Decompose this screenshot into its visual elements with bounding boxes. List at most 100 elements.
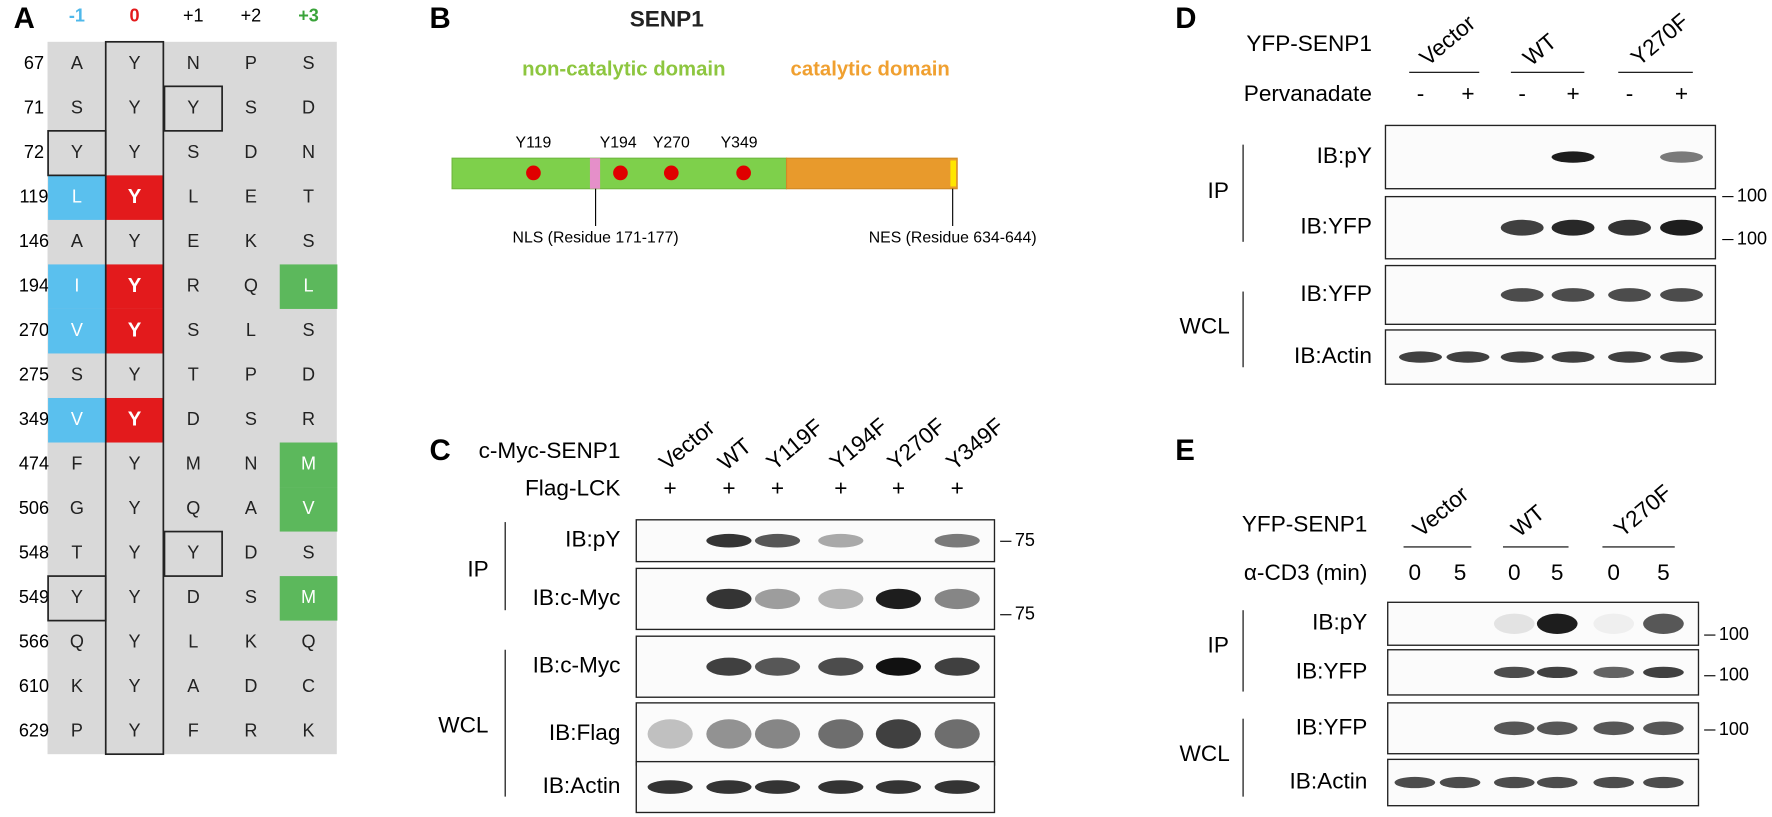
position: 549 bbox=[19, 587, 49, 607]
position: 72 bbox=[24, 142, 44, 162]
residue: S bbox=[71, 97, 83, 117]
position: 119 bbox=[20, 186, 49, 206]
band bbox=[1593, 666, 1635, 679]
treatment-mark: + bbox=[664, 475, 677, 500]
treatment-label: Pervanadate bbox=[1244, 81, 1372, 106]
residue: Y bbox=[71, 142, 83, 162]
band bbox=[934, 719, 980, 749]
band bbox=[1593, 776, 1635, 789]
band bbox=[818, 533, 864, 548]
treatment-mark: + bbox=[834, 475, 847, 500]
lane-label: Y119F bbox=[762, 414, 828, 475]
panel-label: B bbox=[429, 2, 450, 35]
residue: M bbox=[186, 454, 201, 474]
band bbox=[1608, 351, 1652, 363]
band bbox=[754, 780, 801, 794]
residue: F bbox=[188, 721, 199, 741]
lane-label: Vector bbox=[654, 414, 720, 475]
residue: D bbox=[244, 543, 257, 563]
band bbox=[1394, 776, 1436, 789]
position: 71 bbox=[24, 97, 44, 117]
panel-label: C bbox=[429, 434, 450, 467]
treatment-mark: + bbox=[951, 475, 964, 500]
treatment-mark: 5 bbox=[1454, 560, 1467, 585]
residue: N bbox=[187, 53, 200, 73]
residue: Q bbox=[186, 498, 200, 518]
residue: L bbox=[188, 632, 198, 652]
band bbox=[1643, 613, 1684, 634]
band bbox=[1608, 288, 1652, 302]
highlight-cell bbox=[48, 308, 106, 354]
blot-frame bbox=[635, 702, 996, 766]
residue: A bbox=[245, 498, 258, 518]
blot-label: IB:Flag bbox=[549, 720, 621, 745]
size-marker: 75 bbox=[1015, 604, 1035, 624]
group-label: Y270F bbox=[1626, 9, 1693, 71]
band bbox=[1593, 613, 1635, 634]
nes-region bbox=[950, 160, 957, 187]
column-header: -1 bbox=[69, 6, 85, 26]
residue: S bbox=[303, 53, 315, 73]
highlight-cell bbox=[48, 175, 106, 220]
size-marker: 100 bbox=[1719, 665, 1749, 685]
lane-label: WT bbox=[713, 433, 756, 475]
size-marker: 100 bbox=[1737, 185, 1767, 205]
band bbox=[934, 588, 980, 610]
group-label: WT bbox=[1506, 500, 1549, 542]
site-label: Y349 bbox=[721, 135, 758, 152]
residue: S bbox=[303, 543, 315, 563]
band bbox=[875, 657, 922, 676]
band bbox=[1643, 776, 1684, 789]
residue: A bbox=[71, 53, 84, 73]
residue: Y bbox=[129, 632, 141, 652]
highlight-cell bbox=[279, 487, 338, 532]
site-label: Y119 bbox=[516, 135, 552, 152]
band bbox=[1493, 666, 1535, 679]
residue: S bbox=[245, 587, 257, 607]
group-label: IP bbox=[467, 557, 488, 582]
treatment-mark: 0 bbox=[1607, 560, 1620, 585]
site-dot bbox=[526, 165, 541, 181]
band bbox=[706, 657, 752, 676]
band bbox=[754, 533, 801, 548]
residue: A bbox=[187, 676, 200, 696]
panel-label: A bbox=[14, 2, 35, 35]
highlight-cell bbox=[105, 308, 164, 354]
residue: Y bbox=[71, 587, 83, 607]
band bbox=[818, 719, 864, 749]
residue: I bbox=[74, 275, 79, 295]
band bbox=[1399, 351, 1442, 363]
residue: K bbox=[303, 721, 315, 741]
residue: T bbox=[188, 365, 199, 385]
column-header: +3 bbox=[298, 6, 319, 26]
residue: Y bbox=[129, 454, 141, 474]
position: 194 bbox=[19, 275, 49, 295]
highlight-cell bbox=[279, 442, 338, 488]
residue: Y bbox=[129, 498, 141, 518]
residue: N bbox=[244, 454, 257, 474]
domain-label: non-catalytic domain bbox=[522, 58, 725, 80]
column-header: +1 bbox=[183, 6, 204, 26]
highlight-cell bbox=[105, 264, 164, 309]
position: 349 bbox=[19, 409, 49, 429]
position: 67 bbox=[24, 53, 44, 73]
site-dot bbox=[736, 165, 751, 181]
residue: P bbox=[245, 365, 257, 385]
band bbox=[934, 657, 980, 676]
highlight-cell bbox=[279, 576, 338, 621]
band bbox=[818, 780, 864, 794]
residue: R bbox=[187, 275, 200, 295]
treatment-label: α-CD3 (min) bbox=[1244, 560, 1368, 585]
band bbox=[875, 588, 922, 610]
residue: L bbox=[188, 186, 198, 206]
band bbox=[1500, 288, 1544, 302]
blot-label: IB:pY bbox=[1317, 143, 1372, 168]
highlight-cell bbox=[105, 175, 164, 220]
band bbox=[1643, 666, 1684, 679]
residue: D bbox=[244, 142, 257, 162]
blot-label: IB:Actin bbox=[1290, 769, 1368, 794]
group-label: WT bbox=[1518, 29, 1561, 71]
position: 629 bbox=[19, 721, 49, 741]
residue: Y bbox=[128, 409, 142, 431]
residue: V bbox=[71, 409, 83, 429]
